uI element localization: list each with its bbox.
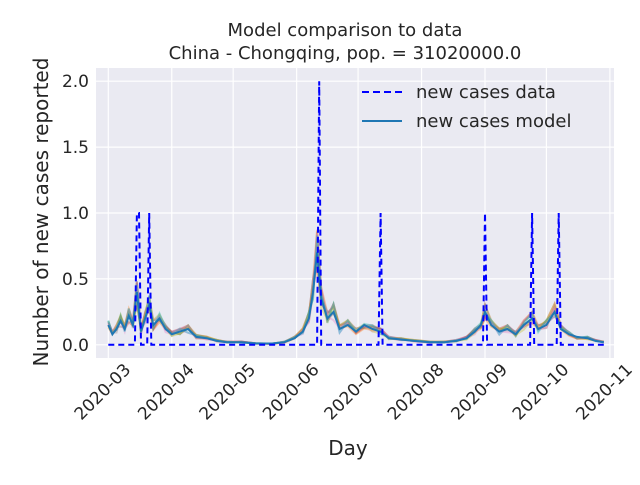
y-tick-label: 1.5 bbox=[62, 138, 89, 158]
chart-subtitle: China - Chongqing, pop. = 31020000.0 bbox=[169, 43, 522, 64]
data-series-line bbox=[108, 81, 604, 346]
y-axis-ticks: 0.0 0.5 1.0 1.5 2.0 bbox=[62, 72, 89, 356]
legend-label-data: new cases data bbox=[416, 82, 556, 103]
x-axis-label: Day bbox=[328, 436, 368, 460]
legend-label-model: new cases model bbox=[416, 111, 571, 132]
legend: new cases data new cases model bbox=[362, 82, 571, 132]
chart-title: Model comparison to data bbox=[228, 20, 463, 41]
series-layer bbox=[107, 81, 604, 346]
y-tick-label: 0.5 bbox=[62, 270, 89, 290]
model-realization-line bbox=[107, 233, 604, 345]
y-axis-label: Number of new cases reported bbox=[29, 58, 53, 367]
grid bbox=[96, 68, 614, 358]
y-tick-label: 1.0 bbox=[62, 204, 89, 224]
y-tick-label: 0.0 bbox=[62, 336, 89, 356]
y-tick-label: 2.0 bbox=[62, 72, 89, 92]
